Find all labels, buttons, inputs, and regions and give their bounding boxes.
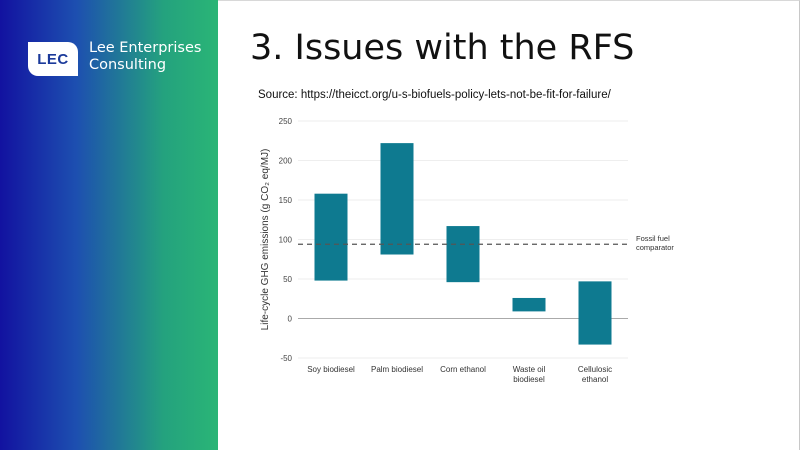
brand-name-line1: Lee Enterprises	[89, 40, 202, 56]
range-bar	[578, 281, 612, 345]
x-category-label: Soy biodiesel	[307, 365, 355, 374]
ghg-emissions-chart: 250 200 150 100 50 0 -50 Life-cycle GHG emissio…	[256, 108, 706, 398]
y-tick-label: 100	[279, 236, 293, 245]
range-bar	[512, 297, 546, 312]
y-axis-title: Life-cycle GHG emissions (g CO₂ eq/MJ)	[260, 149, 271, 331]
source-citation: Source: https://theicct.org/u-s-biofuels…	[258, 89, 611, 101]
x-category-label: biodiesel	[513, 375, 545, 384]
y-tick-label: 50	[283, 275, 292, 284]
y-tick-label: 250	[279, 117, 293, 126]
y-tick-label: -50	[280, 354, 292, 363]
fossil-fuel-comparator-label: comparator	[636, 243, 674, 252]
y-tick-label: 0	[288, 315, 293, 324]
range-bar	[380, 143, 414, 255]
x-category-label: Waste oil	[513, 365, 546, 374]
brand-name: Lee Enterprises Consulting	[89, 40, 201, 74]
x-category-label: ethanol	[582, 375, 608, 384]
x-category-label: Cellulosic	[578, 365, 612, 374]
range-bar	[446, 226, 480, 283]
chart-svg: 250 200 150 100 50 0 -50 Life-cycle GHG emissio…	[260, 117, 674, 384]
y-tick-label: 150	[279, 196, 293, 205]
x-category-label: Palm biodiesel	[371, 365, 423, 374]
y-tick-label: 200	[279, 157, 293, 166]
fossil-fuel-comparator-label: Fossil fuel	[636, 234, 670, 243]
company-logo: LEC	[28, 42, 78, 76]
x-category-label: Corn ethanol	[440, 365, 486, 374]
logo-text: LEC	[37, 50, 69, 68]
brand-name-line2: Consulting	[89, 57, 167, 73]
slide-title: 3. Issues with the RFS	[250, 28, 635, 68]
sidebar-gradient-panel: LEC Lee Enterprises Consulting	[0, 0, 218, 450]
range-bar	[314, 193, 348, 281]
